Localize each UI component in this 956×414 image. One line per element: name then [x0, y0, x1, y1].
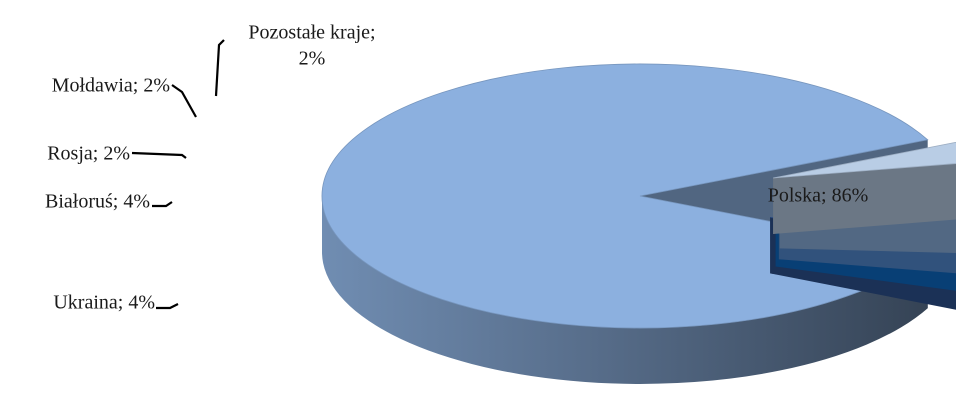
- data-label-0: Polska; 86%: [768, 185, 869, 207]
- leader-line: [131, 151, 187, 159]
- data-label-text: Ukraina; 4%: [53, 292, 155, 314]
- leader-line: [214, 39, 225, 97]
- pie-slice-1: [773, 141, 956, 234]
- data-label-5: Pozostałe kraje; 2%: [214, 22, 376, 97]
- data-label-text: Polska; 86%: [768, 185, 869, 207]
- data-label-text: Rosja; 2%: [47, 143, 130, 165]
- leader-line: [171, 84, 197, 118]
- data-label-1: Ukraina; 4%: [53, 292, 179, 314]
- data-label-text: 2%: [299, 48, 326, 70]
- data-label-text: Białoruś; 4%: [45, 191, 150, 213]
- leader-line: [156, 303, 179, 310]
- data-label-2: Białoruś; 4%: [45, 191, 173, 213]
- slice-top: [773, 141, 956, 179]
- data-label-text: Pozostałe kraje;: [248, 22, 375, 44]
- data-label-4: Mołdawia; 2%: [52, 75, 197, 118]
- slice-rim: [322, 196, 928, 384]
- slice-wall-end: [773, 163, 956, 234]
- leader-line: [152, 201, 173, 208]
- data-label-3: Rosja; 2%: [47, 143, 187, 165]
- data-label-text: Mołdawia; 2%: [52, 75, 170, 97]
